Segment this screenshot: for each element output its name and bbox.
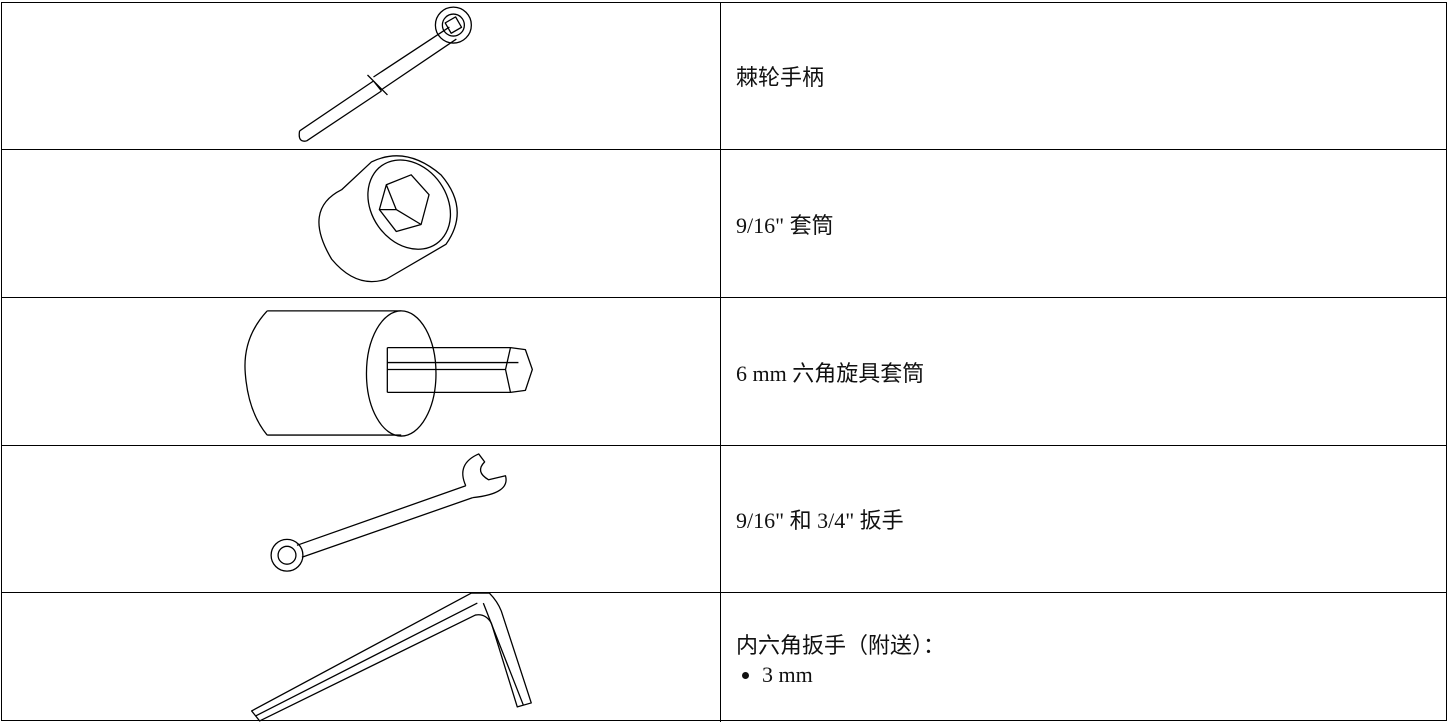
- tool-label: 9/16" 套筒: [736, 212, 834, 238]
- list-item: 3 mm: [762, 662, 1436, 688]
- wrench-drawing: [270, 453, 507, 572]
- tool-label: 内六角扳手（附送）：: [736, 632, 946, 658]
- table-row: 棘轮手柄: [2, 3, 1446, 150]
- tool-label: 9/16" 和 3/4" 扳手: [736, 508, 904, 533]
- table-row: 6 mm 六角旋具套筒: [2, 298, 1446, 446]
- item-list: 3 mm: [736, 662, 1436, 688]
- tool-image: [2, 3, 721, 149]
- table-row: 内六角扳手（附送）： 3 mm: [2, 593, 1446, 722]
- tool-image: [2, 593, 721, 722]
- tool-label: 6 mm 六角旋具套筒: [736, 360, 925, 386]
- tool-image: [2, 298, 721, 445]
- hex-key-drawing: [251, 593, 532, 722]
- tool-label: 棘轮手柄: [736, 65, 825, 90]
- socket-drawing: [318, 155, 458, 283]
- table-row: 9/16" 套筒: [2, 150, 1446, 298]
- hex-bit-socket-drawing: [244, 310, 533, 437]
- tool-image: [2, 446, 721, 592]
- ratchet-handle-drawing: [298, 6, 472, 142]
- table-row: 9/16" 和 3/4" 扳手: [2, 446, 1446, 593]
- tool-image: [2, 150, 721, 297]
